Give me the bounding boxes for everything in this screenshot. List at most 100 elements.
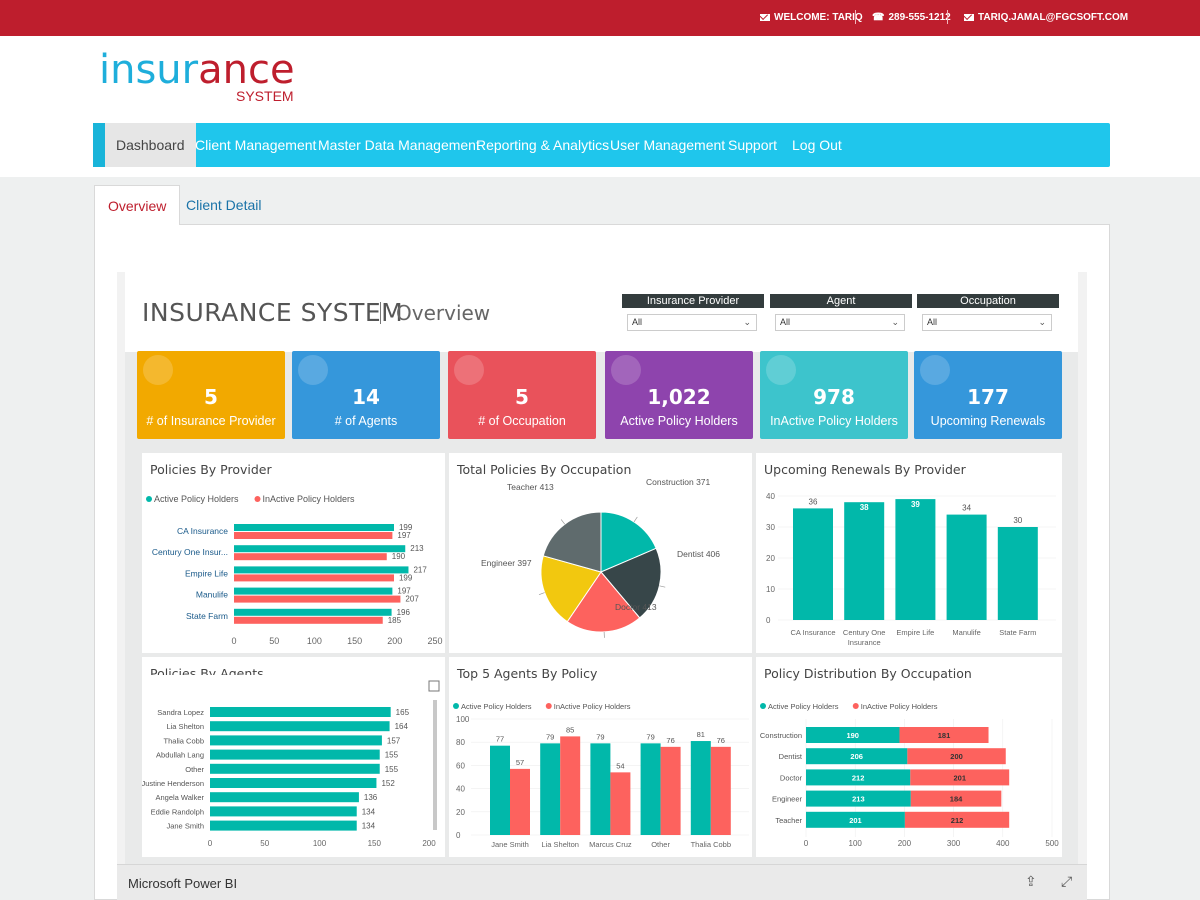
nav-log-out[interactable]: Log Out — [792, 137, 842, 153]
kpi-value: 177 — [967, 385, 1009, 409]
category-label: Angela Walker — [156, 793, 205, 802]
logo-text-part1: insur — [99, 47, 199, 93]
x-tick-label: 100 — [307, 636, 322, 646]
policies-by-occupation-pie[interactable]: Construction 371 Dentist 406 Doctor 413 Eng… — [449, 453, 752, 653]
share-icon[interactable]: ⇪ — [1025, 873, 1037, 889]
category-label: Manulife — [196, 590, 228, 600]
bar — [690, 741, 711, 835]
nav-reporting-analytics[interactable]: Reporting & Analytics — [476, 137, 610, 153]
x-tick-label: 150 — [347, 636, 362, 646]
top-agents-chart[interactable]: Active Policy Holders InActive Policy Hol… — [449, 657, 752, 857]
powerbi-embed: INSURANCE SYSTEM Overview Insurance Prov… — [117, 272, 1087, 900]
slicer-insurance-provider[interactable]: Insurance Provider All ⌄ — [622, 294, 764, 338]
bar — [946, 514, 987, 620]
chevron-down-icon: ⌄ — [743, 317, 751, 327]
bar — [234, 616, 383, 624]
divider — [947, 10, 948, 24]
fullscreen-icon[interactable]: ⤢ — [1061, 873, 1073, 889]
kpi-card[interactable]: 978 InActive Policy Holders — [760, 351, 908, 439]
data-label: 212 — [951, 816, 964, 825]
tab-client-detail[interactable]: Client Detail — [186, 197, 262, 213]
x-tick-label: 250 — [427, 636, 442, 646]
bar — [210, 820, 357, 831]
divider — [855, 10, 856, 24]
nav-user-management[interactable]: User Management — [610, 137, 726, 153]
kpi-card[interactable]: 14 # of Agents — [292, 351, 440, 439]
data-label: 136 — [364, 793, 378, 802]
category-label: Empire Life — [896, 628, 934, 637]
data-label: 152 — [381, 779, 395, 788]
email-contact[interactable]: TARIQ.JAMAL@FGCSOFT.COM — [964, 12, 1128, 23]
bar — [660, 746, 681, 835]
card-title: Policy Distribution By Occupation — [764, 666, 972, 681]
nav-client-management[interactable]: Client Management — [195, 137, 317, 153]
category-label: Manulife — [952, 628, 980, 637]
data-label: 134 — [362, 822, 376, 831]
data-label: 155 — [385, 751, 399, 760]
bar-segment — [806, 727, 900, 743]
legend-label: Active Policy Holders — [461, 702, 532, 711]
y-tick-label: 40 — [456, 785, 465, 794]
upcoming-renewals-chart[interactable]: 0 10 20 30 40 36 CA Insurance 38 Century OneInsu… — [756, 453, 1062, 653]
insurance-provider-dropdown[interactable]: All ⌄ — [627, 314, 757, 331]
bar — [234, 545, 406, 553]
data-label: 39 — [911, 500, 920, 509]
report-title: INSURANCE SYSTEM — [142, 298, 404, 327]
data-label: 213 — [852, 795, 865, 804]
category-label: Other — [185, 765, 204, 774]
scrollbar — [433, 700, 437, 830]
envelope-icon — [760, 14, 770, 21]
x-tick-label: 500 — [1045, 839, 1059, 848]
policy-distribution-chart[interactable]: Active Policy Holders InActive Policy Hol… — [756, 657, 1062, 857]
logo[interactable]: insurance — [99, 48, 295, 92]
x-tick-label: 200 — [387, 636, 402, 646]
nav-master-data-management[interactable]: Master Data Management — [318, 137, 480, 153]
data-label: 181 — [938, 731, 951, 740]
policies-by-agents-chart[interactable]: 0 50 100 150 200 Sandra Lopez 165 Lia Shelton 16… — [142, 657, 445, 857]
data-label: 157 — [387, 736, 401, 745]
legend-label: InActive Policy Holders — [263, 494, 356, 504]
data-label: 134 — [362, 807, 376, 816]
bar — [210, 749, 380, 760]
bar-segment — [910, 769, 1010, 786]
legend-label: Active Policy Holders — [768, 702, 839, 711]
data-label: 212 — [852, 773, 865, 782]
email-text[interactable]: TARIQ.JAMAL@FGCSOFT.COM — [978, 12, 1129, 23]
category-label: Marcus Cruz — [589, 840, 632, 849]
slicer-occupation[interactable]: Occupation All ⌄ — [917, 294, 1059, 338]
dropdown-value: All — [927, 317, 938, 327]
nav-support[interactable]: Support — [728, 137, 778, 153]
legend-marker — [545, 703, 552, 709]
bar — [560, 736, 581, 835]
bar — [490, 745, 510, 835]
welcome-contact: WELCOME: TARIQ — [760, 12, 863, 23]
agent-dropdown[interactable]: All ⌄ — [775, 314, 905, 331]
powerbi-brand: Microsoft Power BI — [128, 876, 238, 891]
category-label: Empire Life — [185, 568, 228, 578]
bar — [210, 806, 357, 817]
slicer-label: Occupation — [917, 294, 1059, 308]
policies-by-provider-chart[interactable]: Active Policy Holders InActive Policy Hol… — [142, 453, 445, 653]
kpi-card[interactable]: 5 # of Occupation — [448, 351, 596, 439]
kpi-card[interactable]: 177 Upcoming Renewals — [914, 351, 1062, 439]
kpi-card[interactable]: 5 # of Insurance Provider — [137, 351, 285, 439]
category-label: Lia Shelton — [166, 722, 204, 731]
x-tick-label: 100 — [849, 839, 863, 848]
slicer-agent[interactable]: Agent All ⌄ — [770, 294, 912, 338]
bar — [234, 553, 387, 561]
card-policies-by-provider: Policies By Provider Active Policy Holde… — [142, 453, 445, 653]
kpi-background-icon — [143, 355, 173, 385]
focus-mode-icon — [428, 680, 440, 692]
kpi-card[interactable]: 1,022 Active Policy Holders — [605, 351, 753, 439]
y-tick-label: 0 — [456, 831, 461, 840]
tab-overview[interactable]: Overview — [94, 185, 181, 225]
pie-slice — [542, 511, 602, 573]
nav-dashboard[interactable]: Dashboard — [105, 123, 196, 167]
category-label: CA Insurance — [790, 628, 835, 637]
pie-slice — [600, 511, 657, 573]
data-label: 190 — [846, 731, 859, 740]
legend-marker — [760, 703, 766, 709]
data-label: 165 — [396, 708, 410, 717]
occupation-dropdown[interactable]: All ⌄ — [922, 314, 1052, 331]
bar-segment — [806, 790, 911, 807]
